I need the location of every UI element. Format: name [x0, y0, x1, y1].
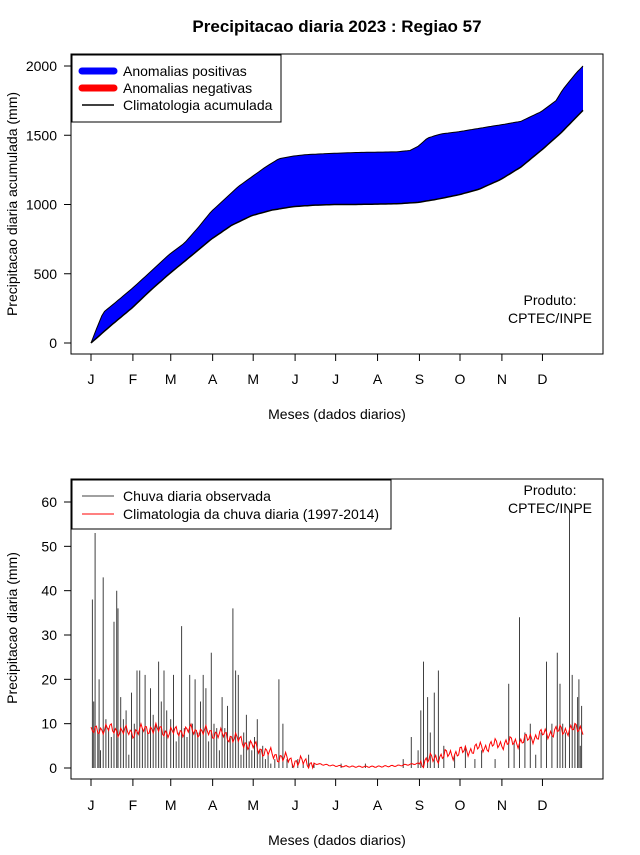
x-tick-label: F: [129, 797, 138, 813]
x-axis-label-top: Meses (dados diarios): [268, 406, 406, 422]
observed-bars-layer: [91, 510, 583, 768]
legend-label-negative: Anomalias negativas: [123, 80, 252, 96]
legend-label-climatology: Climatologia acumulada: [123, 97, 273, 113]
product-source-top: CPTEC/INPE: [508, 310, 592, 326]
y-tick-label: 60: [41, 494, 57, 510]
product-label-top: Produto:: [524, 292, 577, 308]
x-tick-label: J: [88, 797, 95, 813]
y-tick-label: 30: [41, 627, 57, 643]
x-tick-label: D: [537, 797, 547, 813]
y-tick-label: 0: [49, 335, 57, 351]
x-tick-label: J: [332, 797, 339, 813]
y-tick-label: 500: [34, 266, 58, 282]
climatology-cumulative-line: [90, 109, 584, 344]
y-tick-label: 1500: [26, 127, 57, 143]
x-tick-label: A: [208, 371, 218, 387]
line-layer: [90, 65, 584, 344]
x-tick-label: A: [208, 797, 218, 813]
product-label-bottom: Produto:: [524, 482, 577, 498]
x-tick-label: S: [415, 797, 424, 813]
x-tick-label: S: [415, 371, 424, 387]
legend-box: [71, 479, 392, 530]
observed-cumulative-line: [90, 65, 584, 344]
legend-top: Anomalias positivas Anomalias negativas …: [71, 54, 282, 123]
x-tick-label: A: [373, 797, 383, 813]
x-tick-label: O: [455, 371, 466, 387]
y-axis-top: 0 500 1000 1500 2000: [26, 58, 71, 351]
chart-title: Precipitacao diaria 2023 : Regiao 57: [192, 17, 481, 36]
climatology-daily-line: [90, 721, 584, 770]
x-tick-label: D: [537, 371, 547, 387]
legend-bottom: Chuva diaria observada Climatologia da c…: [71, 479, 392, 530]
x-tick-label: M: [165, 797, 177, 813]
x-tick-label: O: [455, 797, 466, 813]
y-tick-label: 20: [41, 671, 57, 687]
x-tick-label: A: [373, 371, 383, 387]
product-source-bottom: CPTEC/INPE: [508, 500, 592, 516]
x-tick-label: J: [292, 371, 299, 387]
x-axis-label-bottom: Meses (dados diarios): [268, 832, 406, 848]
y-tick-label: 0: [49, 760, 57, 776]
y-axis-bottom: 0 10 20 30 40 50 60: [41, 494, 71, 776]
x-tick-label: J: [292, 797, 299, 813]
y-tick-label: 40: [41, 583, 57, 599]
x-tick-label: N: [497, 371, 507, 387]
legend-label-positive: Anomalias positivas: [123, 63, 247, 79]
legend-label-clim-daily: Climatologia da chuva diaria (1997-2014): [123, 506, 379, 522]
x-tick-label: F: [129, 371, 138, 387]
legend-label-observed: Chuva diaria observada: [123, 488, 271, 504]
plot-frame-bottom: [70, 478, 604, 780]
x-tick-label: J: [88, 371, 95, 387]
y-tick-label: 10: [41, 716, 57, 732]
y-axis-label-bottom: Precipitacao diaria (mm): [4, 552, 20, 704]
x-tick-label: M: [247, 371, 259, 387]
daily-chart: 0 10 20 30 40 50 60 J F M A M J J A S O N D Meses (dados …: [4, 478, 604, 848]
climatology-line-layer: [90, 721, 584, 770]
y-tick-label: 50: [41, 538, 57, 554]
x-tick-label: J: [332, 371, 339, 387]
x-tick-label: N: [497, 797, 507, 813]
x-tick-label: M: [165, 371, 177, 387]
cumulative-chart: 0 500 1000 1500 2000 J F M A M J J A S O N D Meses (dad…: [4, 53, 604, 422]
y-tick-label: 1000: [26, 197, 57, 213]
x-tick-label: M: [247, 797, 259, 813]
y-axis-label-top: Precipitacao diaria acumulada (mm): [4, 92, 20, 316]
y-tick-label: 2000: [26, 58, 57, 74]
